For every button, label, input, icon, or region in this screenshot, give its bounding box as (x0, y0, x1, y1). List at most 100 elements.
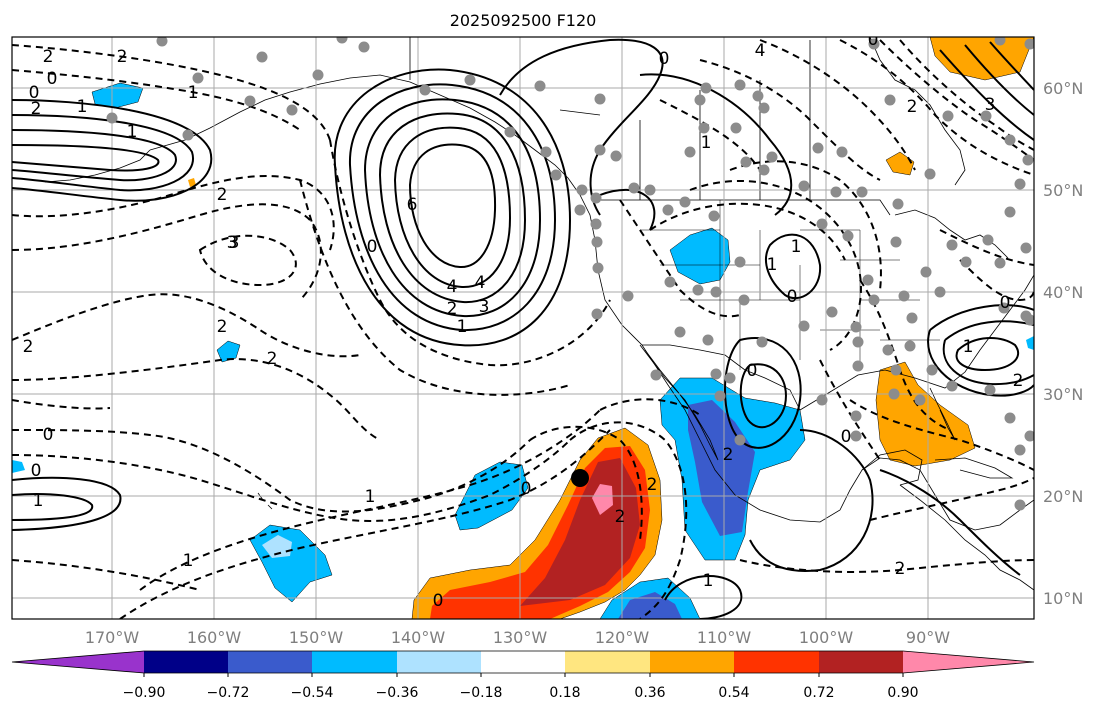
contour-dashed (12, 293, 361, 358)
station-marker (1024, 430, 1034, 442)
station-marker (980, 110, 992, 122)
station-marker (628, 182, 640, 194)
colorbar-tick-label: −0.54 (291, 685, 334, 701)
station-marker (592, 262, 604, 274)
shade-negative-colorado (669, 227, 731, 285)
station-marker (650, 369, 662, 381)
colorbar-tick-label: −0.18 (460, 685, 503, 701)
station-marker (590, 218, 602, 230)
station-marker (862, 274, 874, 286)
station-marker (830, 186, 842, 198)
station-marker (734, 79, 746, 91)
station-marker (1014, 444, 1026, 456)
contour-label: 1 (703, 571, 714, 591)
contour-small-south (664, 575, 743, 619)
station-marker (1022, 154, 1034, 166)
colorbar-extend-high (903, 651, 1034, 673)
station-marker (664, 276, 676, 288)
contour-dashed (12, 559, 201, 591)
contour-dashed (12, 358, 381, 441)
contour-dashed (198, 234, 297, 287)
lon-label: 160°W (187, 628, 242, 647)
contour-dashed (569, 421, 688, 619)
contour-se-high-2 (942, 320, 1034, 386)
colorbar-bin (228, 651, 312, 673)
colorbar-bin (650, 651, 734, 673)
contours-positive (12, 38, 1034, 619)
contour-label: 0 (47, 69, 58, 89)
lon-label: 150°W (289, 628, 344, 647)
contour-se-high-3 (955, 337, 1020, 372)
station-marker (610, 150, 622, 162)
map-frame (11, 36, 1035, 620)
contour-label: 6 (407, 195, 418, 215)
shade-negative-small-3 (1026, 336, 1034, 350)
map-area: 2 200 112123604321222001101022121100340421… (12, 37, 1034, 619)
station-marker (358, 41, 370, 53)
contour-label: 1 (457, 317, 468, 337)
contour-west-high-1 (12, 476, 122, 531)
station-marker (942, 110, 954, 122)
station-marker (890, 236, 902, 248)
station-marker (1004, 134, 1016, 146)
contour-label: 0 (747, 361, 758, 381)
station-marker (540, 146, 552, 158)
contour-dashed (839, 39, 1034, 176)
contour-colorado (765, 233, 822, 300)
station-marker (1020, 242, 1032, 254)
station-marker (714, 390, 726, 402)
station-marker (914, 394, 926, 406)
colorbar-bin (481, 651, 565, 673)
contour-label: 0 (1000, 293, 1011, 313)
station-marker (960, 256, 972, 268)
station-marker (1014, 499, 1026, 511)
station-marker (836, 146, 848, 158)
colorbar-tick-label: 0.90 (887, 685, 918, 701)
contour-high-ring-2 (348, 83, 557, 332)
figure-title: 2025092500 F120 (450, 11, 597, 30)
colorbar (11, 650, 1035, 677)
contour-label: 2 (723, 445, 734, 465)
contour-label: 2 (267, 349, 278, 369)
contour-high-ring-6 (408, 143, 497, 269)
station-marker (702, 334, 714, 346)
colorbar-tick-labels: −0.90 −0.72 −0.54 −0.36 −0.18 0.18 0.36 … (123, 685, 919, 701)
station-marker (758, 164, 770, 176)
contour-label: 1 (701, 133, 712, 153)
contour-label: 0 (31, 461, 42, 481)
station-marker (884, 94, 896, 106)
station-marker (984, 384, 996, 396)
contour-dashed (689, 180, 862, 351)
contour-dashed (959, 259, 1034, 302)
station-marker (591, 236, 603, 248)
contour-label: 4 (755, 41, 766, 61)
shade-orange-dot (188, 178, 196, 187)
contour-label: 2 (895, 559, 906, 579)
contour-mexico-2 (739, 363, 787, 429)
contour-label: 4 (447, 277, 458, 297)
contour-label: 1 (791, 237, 802, 257)
colorbar-tick-label: 0.36 (634, 685, 665, 701)
contour-dashed (299, 179, 571, 396)
colorbar-tick-label: 0.72 (803, 685, 834, 701)
contour-ne-high-2 (964, 44, 1034, 116)
colorbar-bin (312, 651, 397, 673)
contour-label: 1 (767, 255, 778, 275)
station-marker (888, 388, 900, 400)
station-marker (336, 37, 348, 44)
contour-nw-high-1 (12, 99, 213, 202)
contour-mexico-1 (724, 337, 802, 449)
contour-se-high-1 (927, 304, 1034, 397)
contour-texas (749, 429, 874, 572)
shade-negative-small-2 (12, 460, 25, 473)
lon-axis-labels: 170°W 160°W 150°W 140°W 130°W 120°W 110°… (85, 628, 950, 647)
station-marker (816, 218, 828, 230)
station-marker (904, 340, 916, 352)
colorbar-tick-label: −0.90 (123, 685, 166, 701)
station-marker (594, 93, 606, 105)
station-marker (934, 286, 946, 298)
contour-ca-1 (599, 189, 656, 231)
contour-label: 0 (521, 479, 532, 499)
